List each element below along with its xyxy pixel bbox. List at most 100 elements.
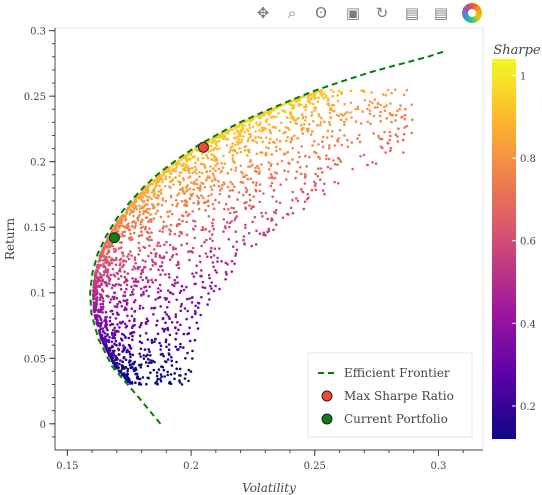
portfolio-point: [187, 176, 190, 180]
portfolio-point: [240, 138, 244, 142]
portfolio-point: [158, 178, 162, 182]
portfolio-point: [106, 328, 109, 332]
portfolio-point: [349, 111, 352, 114]
portfolio-point: [273, 176, 277, 180]
portfolio-point: [110, 340, 114, 344]
portfolio-point: [145, 216, 149, 219]
portfolio-point: [270, 153, 274, 156]
portfolio-point: [247, 150, 251, 154]
portfolio-point: [249, 134, 252, 137]
portfolio-point: [194, 224, 197, 228]
portfolio-point: [230, 220, 233, 223]
portfolio-point: [105, 283, 108, 287]
portfolio-point: [198, 254, 201, 258]
portfolio-point: [230, 168, 233, 171]
portfolio-point: [154, 212, 158, 215]
portfolio-point: [222, 230, 225, 233]
portfolio-point: [146, 364, 150, 368]
lasso-tool-icon[interactable]: ʘ: [315, 4, 327, 22]
portfolio-point: [201, 286, 204, 289]
hover-tool-icon[interactable]: ▤: [404, 4, 420, 22]
portfolio-point: [291, 99, 294, 103]
portfolio-point: [157, 194, 160, 198]
portfolio-point: [132, 209, 135, 213]
portfolio-point: [130, 285, 133, 289]
portfolio-point: [272, 107, 276, 110]
portfolio-point: [266, 230, 269, 234]
reset-tool-icon[interactable]: ↻: [375, 4, 389, 22]
portfolio-point: [148, 285, 151, 289]
portfolio-point: [235, 210, 238, 214]
portfolio-point: [252, 139, 256, 142]
portfolio-point: [368, 112, 372, 115]
portfolio-point: [217, 179, 220, 183]
legend-frontier-label[interactable]: Efficient Frontier: [344, 366, 450, 380]
portfolio-point: [212, 184, 216, 187]
portfolio-point: [332, 90, 335, 93]
portfolio-point: [291, 146, 295, 150]
portfolio-point: [142, 192, 146, 196]
portfolio-point: [92, 289, 96, 293]
portfolio-point: [192, 201, 195, 205]
save-tool-icon[interactable]: ▣: [345, 4, 361, 22]
max-sharpe-marker[interactable]: [197, 141, 209, 153]
portfolio-point: [162, 330, 166, 333]
portfolio-point: [247, 231, 251, 235]
portfolio-point: [140, 341, 144, 345]
portfolio-point: [130, 254, 133, 257]
portfolio-point: [115, 366, 118, 369]
portfolio-point: [138, 207, 142, 210]
portfolio-point: [249, 160, 252, 163]
portfolio-point: [212, 265, 215, 269]
portfolio-point: [199, 260, 202, 264]
portfolio-point: [343, 134, 346, 137]
portfolio-point: [319, 167, 323, 170]
box-zoom-tool-icon[interactable]: ⌕: [287, 4, 297, 22]
portfolio-point: [281, 216, 285, 220]
portfolio-point: [93, 286, 97, 290]
portfolio-point: [119, 283, 122, 287]
portfolio-point: [140, 294, 143, 297]
portfolio-point: [145, 276, 148, 280]
portfolio-point: [191, 357, 194, 360]
hover-tool-2-icon[interactable]: ▤: [433, 4, 449, 22]
portfolio-point: [169, 195, 173, 199]
portfolio-point: [260, 211, 263, 215]
portfolio-point: [211, 153, 214, 157]
portfolio-point: [178, 230, 182, 234]
portfolio-point: [161, 261, 164, 264]
bokeh-logo-icon[interactable]: [462, 3, 482, 23]
portfolio-point: [108, 354, 112, 358]
portfolio-point: [145, 230, 149, 234]
portfolio-point: [199, 274, 202, 278]
legend-max-sharpe-label[interactable]: Max Sharpe Ratio: [344, 389, 454, 403]
portfolio-point: [275, 208, 278, 212]
portfolio-point: [102, 246, 105, 249]
portfolio-point: [133, 360, 137, 364]
portfolio-point: [135, 368, 138, 371]
portfolio-point: [188, 197, 192, 200]
current-portfolio-marker[interactable]: [108, 232, 120, 244]
portfolio-point: [148, 195, 151, 199]
portfolio-point: [124, 308, 128, 311]
portfolio-point: [104, 323, 107, 327]
portfolio-point: [124, 358, 128, 362]
portfolio-point: [115, 297, 119, 300]
portfolio-point: [114, 355, 117, 359]
portfolio-point: [320, 89, 324, 93]
portfolio-point: [132, 220, 136, 223]
portfolio-point: [94, 315, 97, 319]
portfolio-point: [286, 170, 290, 173]
portfolio-point: [254, 136, 257, 139]
portfolio-point: [168, 171, 172, 175]
portfolio-point: [116, 313, 119, 316]
portfolio-point: [99, 325, 102, 328]
portfolio-point: [350, 141, 354, 144]
portfolio-point: [210, 287, 213, 290]
legend-current-label[interactable]: Current Portfolio: [344, 412, 448, 426]
portfolio-point: [115, 256, 118, 260]
pan-tool-icon[interactable]: ✥: [256, 4, 270, 22]
portfolio-point: [385, 104, 388, 107]
portfolio-point: [389, 134, 392, 138]
portfolio-point: [372, 114, 376, 118]
